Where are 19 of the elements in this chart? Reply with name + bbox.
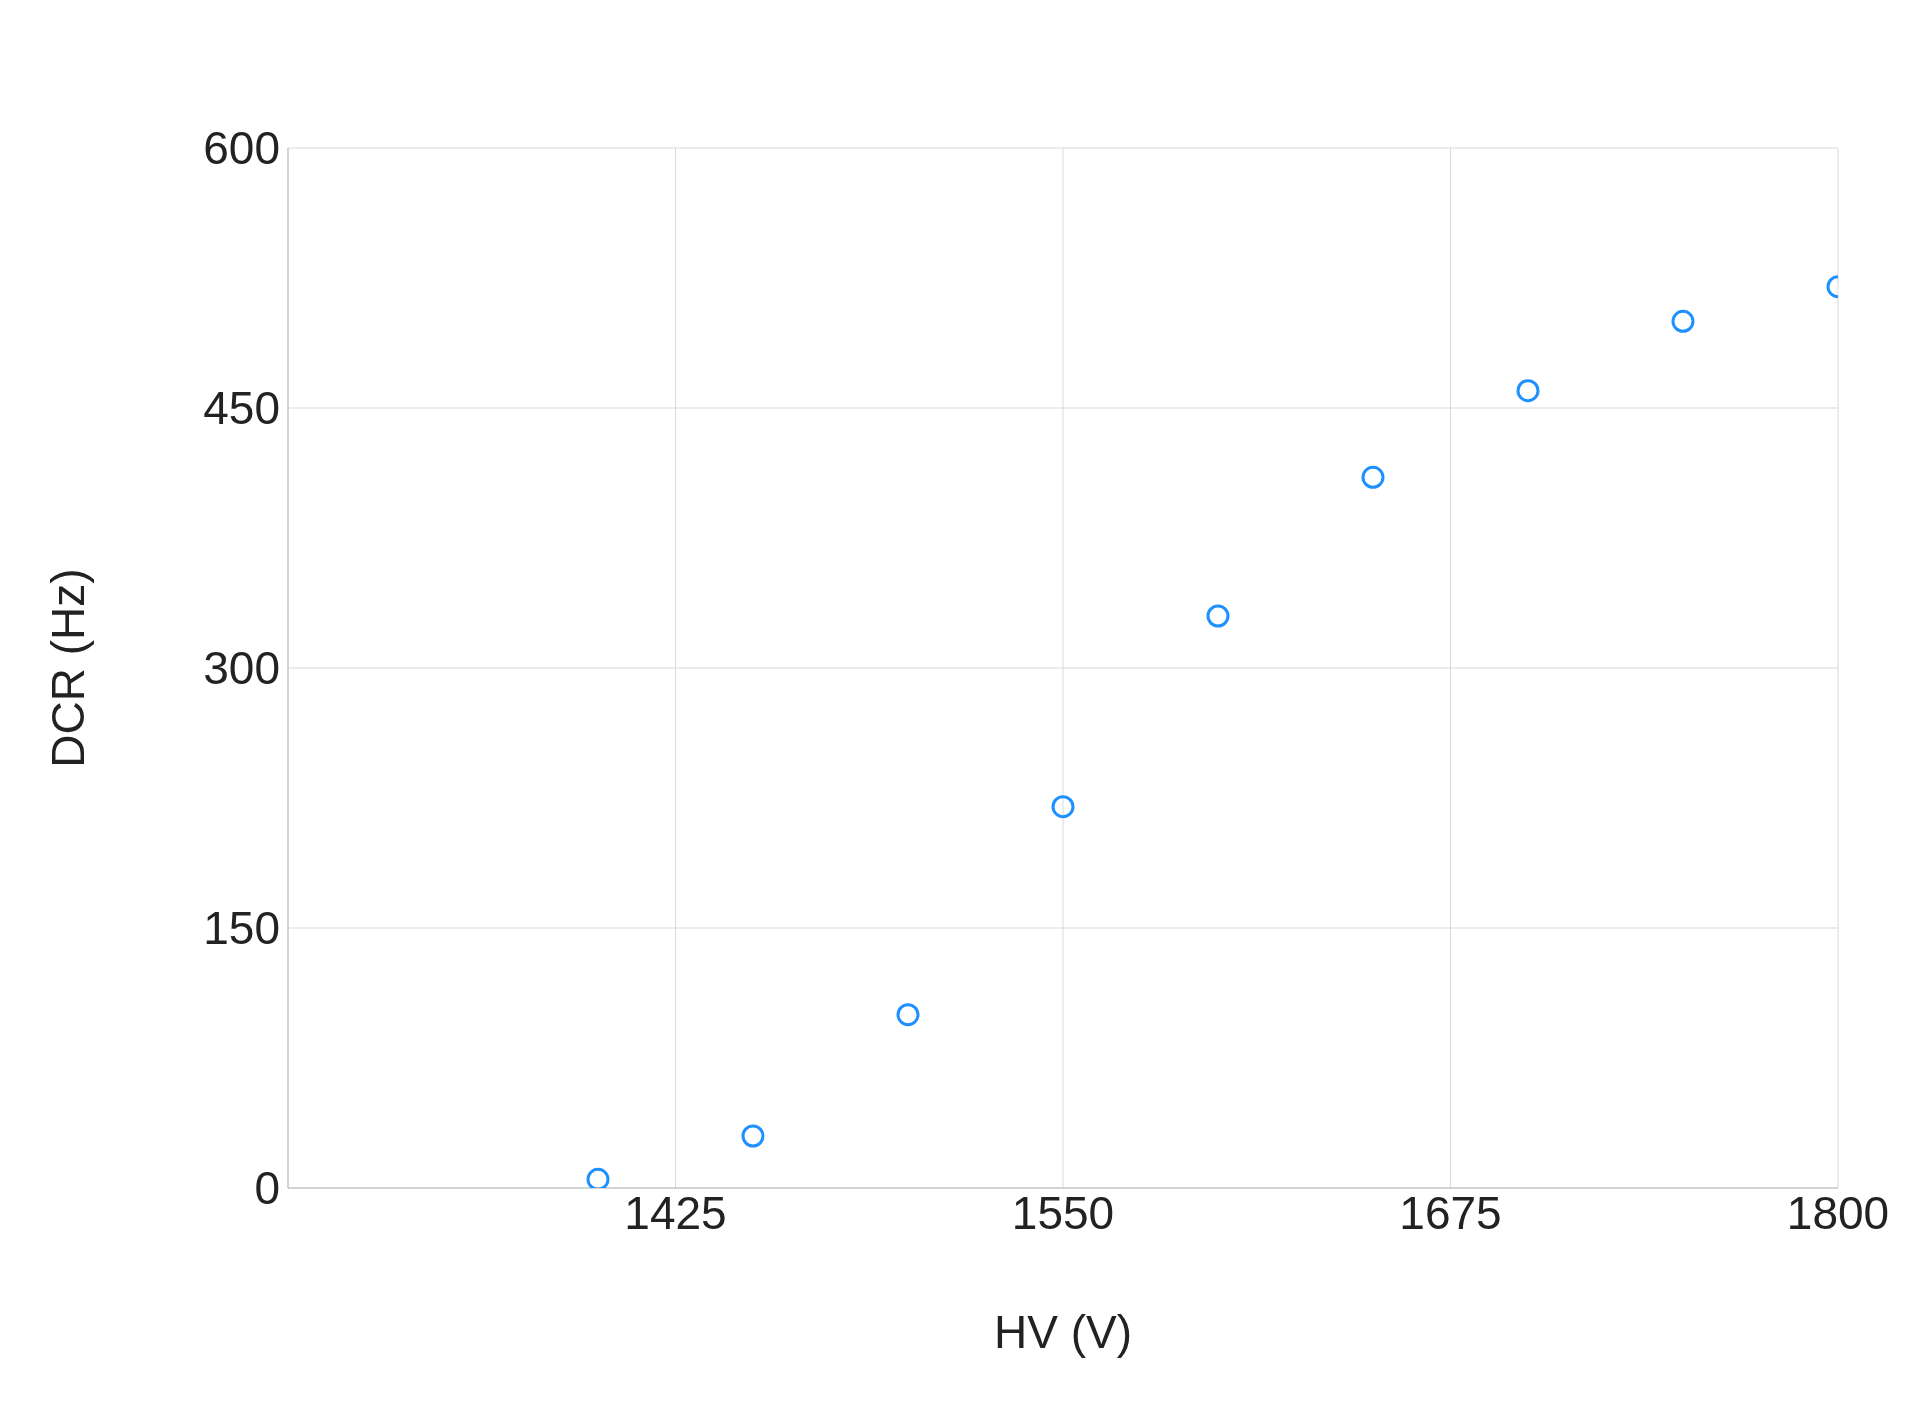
point [1206, 604, 1230, 628]
y-axis-title: DCR (Hz) [42, 568, 95, 768]
y-tick-label: 450 [203, 382, 280, 435]
x-tick-label: 1425 [624, 1186, 727, 1239]
point [1361, 465, 1385, 489]
x-tick-label: 1675 [1399, 1186, 1502, 1239]
y-tick-label: 150 [203, 902, 280, 955]
y-tick-label: 300 [203, 642, 280, 695]
x-tick-label: 1550 [1011, 1186, 1115, 1239]
point [741, 1124, 765, 1148]
y-tick-label: 0 [254, 1162, 280, 1215]
point [586, 1167, 610, 1188]
y-tick-label: 600 [203, 122, 280, 175]
point [896, 1003, 920, 1027]
point [1516, 379, 1540, 403]
point [1051, 795, 1075, 819]
x-axis-title: HV (V) [994, 1306, 1132, 1358]
point [1671, 309, 1695, 333]
x-tick-label: 1800 [1786, 1186, 1890, 1239]
